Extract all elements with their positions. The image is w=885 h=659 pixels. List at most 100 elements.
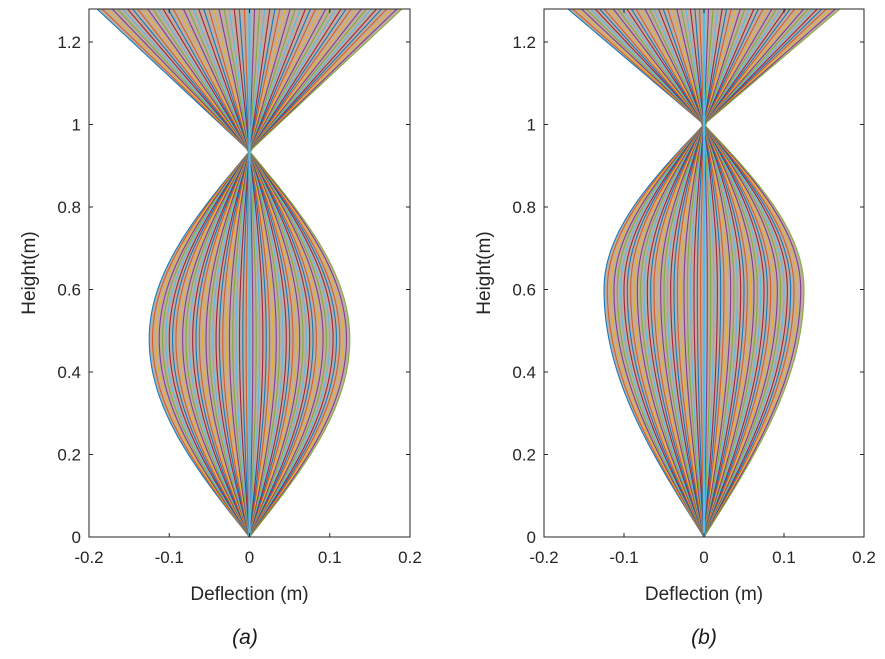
mode-shape-line xyxy=(132,9,250,537)
mode-shape-line xyxy=(193,9,251,537)
y-axis-label: Height(m) xyxy=(474,231,495,314)
mode-shape-line xyxy=(249,9,393,537)
mode-shape-line xyxy=(243,9,251,537)
mode-shape-line xyxy=(703,9,782,537)
mode-shape-line xyxy=(248,9,301,537)
mode-shape-line xyxy=(248,9,311,537)
x-tick-label: 0 xyxy=(699,548,708,567)
mode-shape-line xyxy=(116,9,250,537)
mode-shape-line xyxy=(703,9,728,537)
mode-shape-line xyxy=(703,9,805,537)
mode-shape-line xyxy=(703,9,787,537)
mode-shape-line xyxy=(249,9,352,537)
mode-shape-line xyxy=(599,9,705,537)
mode-shape-line xyxy=(703,9,791,537)
mode-shape-line xyxy=(685,9,705,537)
mode-shape-line xyxy=(248,9,322,537)
mode-shape-line xyxy=(233,9,251,537)
mode-shape-line xyxy=(703,9,800,537)
x-tick-label: -0.1 xyxy=(609,548,638,567)
mode-shape-line xyxy=(567,9,705,537)
mode-shape-line xyxy=(248,9,271,537)
mode-shape-line xyxy=(612,9,705,537)
x-axis-label: Deflection (m) xyxy=(190,584,308,605)
mode-shape-line xyxy=(703,9,723,537)
mode-shape-line xyxy=(249,9,342,537)
mode-shape-line xyxy=(203,9,251,537)
mode-shape-line xyxy=(703,9,755,537)
mode-shape-line xyxy=(248,9,332,537)
mode-shape-line xyxy=(249,9,398,537)
x-tick-label: 0.1 xyxy=(772,548,796,567)
x-tick-label: 0.1 xyxy=(318,548,342,567)
mode-shape-line xyxy=(106,9,250,537)
mode-shape-line xyxy=(703,9,750,537)
y-tick-label: 0.4 xyxy=(512,363,536,382)
mode-shape-line xyxy=(649,9,705,537)
y-tick-label: 0.8 xyxy=(512,198,536,217)
mode-shape-line xyxy=(703,9,777,537)
mode-shape-line xyxy=(703,9,741,537)
mode-shape-line xyxy=(249,9,367,537)
mode-shape-line xyxy=(671,9,705,537)
mode-shape-line xyxy=(127,9,250,537)
mode-shape-line xyxy=(581,9,705,537)
mode-shape-line xyxy=(594,9,705,537)
mode-shape-line xyxy=(147,9,250,537)
y-tick-label: 1 xyxy=(72,116,81,135)
y-tick-label: 0.6 xyxy=(57,281,81,300)
mode-shape-line xyxy=(703,9,818,537)
mode-shape-line xyxy=(218,9,251,537)
mode-shape-line xyxy=(248,9,317,537)
mode-shape-line xyxy=(248,9,276,537)
x-axis-label: Deflection (m) xyxy=(645,584,763,605)
mode-shape-line xyxy=(177,9,251,537)
mode-shape-line xyxy=(694,9,705,537)
mode-shape-line xyxy=(249,9,372,537)
mode-shape-line xyxy=(667,9,705,537)
y-tick-label: 1.2 xyxy=(512,33,536,52)
mode-shape-line xyxy=(703,9,732,537)
mode-shape-line xyxy=(223,9,251,537)
mode-shape-line xyxy=(703,9,814,537)
mode-shape-line xyxy=(188,9,251,537)
mode-shape-line xyxy=(96,9,250,537)
mode-shape-line xyxy=(576,9,705,537)
y-tick-label: 0 xyxy=(527,528,536,547)
mode-shape-line xyxy=(689,9,705,537)
mode-shape-line xyxy=(703,9,841,537)
mode-shape-line xyxy=(703,9,836,537)
mode-shape-line xyxy=(167,9,251,537)
plot-area xyxy=(96,9,403,537)
mode-shape-line xyxy=(101,9,250,537)
mode-shape-line xyxy=(182,9,251,537)
mode-shape-line xyxy=(249,9,388,537)
mode-shape-line xyxy=(703,9,809,537)
mode-shape-line xyxy=(703,9,796,537)
mode-shape-line xyxy=(208,9,251,537)
mode-shape-line xyxy=(157,9,250,537)
mode-shape-line xyxy=(248,9,261,537)
mode-shape-line xyxy=(680,9,705,537)
panel-caption: (a) xyxy=(232,626,258,649)
mode-shape-line xyxy=(617,9,705,537)
mode-shape-line xyxy=(662,9,705,537)
mode-shape-line xyxy=(249,9,357,537)
mode-shape-line xyxy=(228,9,251,537)
mode-shape-line xyxy=(172,9,251,537)
mode-shape-line xyxy=(703,9,719,537)
mode-shape-line xyxy=(703,9,823,537)
mode-shape-line xyxy=(703,9,827,537)
mode-shape-line xyxy=(137,9,250,537)
mode-shape-line xyxy=(248,9,281,537)
panel-b: -0.2 -0.1 0 0.1 0.2 0 0.2 0.4 0.6 0.8 1 1.2 Deflecti… xyxy=(474,8,876,649)
y-tick-label: 0.4 xyxy=(57,363,81,382)
mode-shape-line xyxy=(703,9,759,537)
mode-shape-line xyxy=(249,9,377,537)
mode-shape-line xyxy=(248,9,286,537)
mode-shape-line xyxy=(676,9,705,537)
x-tick-label: -0.1 xyxy=(155,548,184,567)
mode-shape-line xyxy=(198,9,251,537)
mode-shape-line xyxy=(621,9,705,537)
